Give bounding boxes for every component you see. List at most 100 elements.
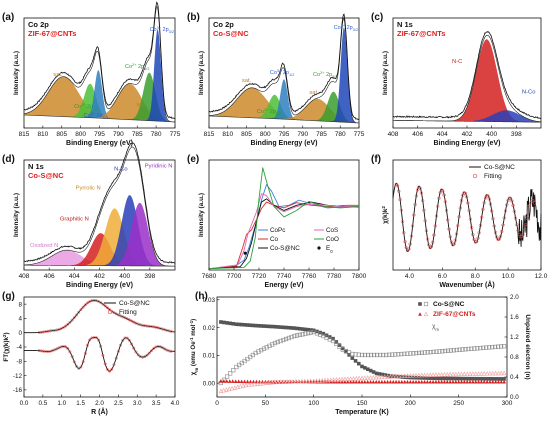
- data-point: [263, 379, 268, 384]
- data-point: [303, 327, 308, 332]
- data-point: [449, 376, 453, 381]
- x-tick-label: 815: [204, 131, 215, 138]
- data-point: [476, 379, 481, 384]
- data-point: [371, 374, 376, 380]
- x-tick-label: 795: [94, 131, 105, 138]
- panel-title: Co 2p: [213, 20, 234, 29]
- y2-tick-label: 1.2: [510, 334, 519, 341]
- data-point: [267, 343, 272, 348]
- fit-point: [456, 224, 460, 228]
- data-point: [445, 348, 451, 353]
- data-point: [460, 347, 465, 352]
- y-axis-label: Intensity (a.u.): [13, 193, 20, 237]
- data-point: [414, 350, 419, 356]
- data-point: [490, 377, 494, 381]
- fit-point: [130, 319, 134, 323]
- ft-magnitude: [24, 299, 176, 334]
- data-point: [227, 379, 232, 383]
- data-point: [281, 337, 286, 343]
- data-point: [324, 333, 329, 338]
- data-point: [331, 336, 335, 341]
- data-point: [402, 379, 407, 384]
- peak-sat-: [209, 98, 359, 123]
- fit-point: [97, 338, 101, 342]
- fit-point: [399, 208, 403, 212]
- data-point: [465, 379, 469, 384]
- fit-point: [59, 327, 63, 331]
- data-point: [456, 379, 461, 384]
- legend-label: CoS: [326, 227, 338, 234]
- data-point: [314, 378, 319, 383]
- fit-point: [404, 246, 408, 250]
- fit-point: [424, 229, 429, 233]
- data-point: [299, 378, 305, 384]
- data-point: [229, 385, 235, 391]
- fit-point: [116, 349, 120, 353]
- data-point: [351, 376, 356, 381]
- data-point: [365, 352, 371, 358]
- peak-annotation: Pyrrolic N: [76, 186, 101, 192]
- peak-annotation: N-C: [452, 59, 462, 65]
- plot-frame: [208, 159, 360, 271]
- y-tick-label: 4: [18, 316, 22, 323]
- x-axis-label: Binding Energy (eV): [66, 140, 133, 147]
- panel-letter: (c): [371, 12, 383, 23]
- legend-label: Fitting: [484, 173, 502, 180]
- panel-letter: (e): [187, 154, 199, 165]
- x-tick-label: 795: [279, 131, 290, 138]
- data-point: [377, 379, 381, 384]
- data-point: [308, 330, 314, 335]
- data-point: [473, 371, 479, 376]
- data-point: [490, 379, 495, 384]
- fit-point: [97, 299, 101, 303]
- data-point: [499, 377, 503, 381]
- panel-a: (a) 815 810 805 800 795 790 785 780 775 Binding En…: [2, 1, 181, 147]
- data-point: [334, 377, 339, 382]
- peak-pyrrolic-n: [24, 208, 175, 267]
- data-point: [419, 350, 425, 355]
- panel-title: Co-S@NC: [28, 171, 64, 180]
- data-point: [425, 376, 430, 380]
- data-point: [270, 324, 275, 329]
- y-tick-label: -8: [16, 358, 22, 365]
- data-point: [286, 335, 291, 341]
- data-point: [402, 373, 407, 378]
- data-point: [275, 339, 280, 345]
- fit-point: [410, 224, 415, 228]
- raw-spectrum: [23, 142, 176, 264]
- data-point: [422, 379, 427, 384]
- data-point: [439, 379, 444, 384]
- peak-annotation: Co2+ 2p3/2: [125, 63, 149, 71]
- peak-co3-2p1-2: [24, 70, 175, 122]
- fit-point: [477, 231, 481, 235]
- panel-title: Co 2p: [28, 20, 49, 29]
- fit-point: [448, 235, 452, 239]
- x-tick-label: 7780: [327, 273, 342, 280]
- y2-tick-label: 0.0: [510, 394, 519, 401]
- data-point: [242, 323, 247, 327]
- fit-point: [134, 350, 138, 354]
- y-tick-label: 0.01: [203, 353, 216, 360]
- peak-annotation: Co3+ 2p3/2: [334, 24, 358, 32]
- fit-point: [433, 224, 437, 228]
- fit-point: [475, 239, 479, 244]
- fit-point: [446, 218, 450, 222]
- data-point: [459, 371, 464, 377]
- data-point: [425, 350, 430, 355]
- fit-point: [103, 304, 107, 308]
- fit-point: [532, 201, 537, 205]
- data-point: [353, 359, 358, 363]
- x-tick-label: 100: [308, 400, 319, 407]
- data-point: [437, 376, 442, 381]
- fit-point: [108, 308, 112, 311]
- x-tick-label: 775: [170, 131, 181, 138]
- fit-point: [447, 227, 451, 231]
- x-tick-label: 398: [511, 131, 522, 138]
- data-point: [323, 379, 327, 384]
- panel-title: ZIF-67@CNTs: [28, 29, 76, 38]
- data-point: [454, 379, 458, 384]
- x-tick-label: 4.0: [405, 273, 414, 280]
- fit-point: [79, 365, 83, 369]
- fit-point: [99, 301, 103, 305]
- data-point: [472, 376, 477, 381]
